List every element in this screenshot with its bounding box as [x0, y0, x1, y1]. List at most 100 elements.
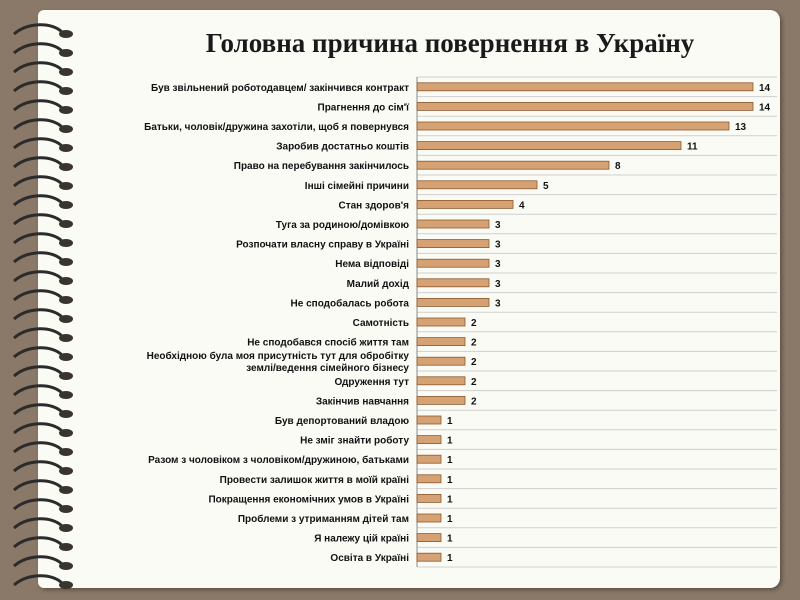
data-label: 3 [495, 298, 501, 309]
bar [416, 219, 490, 229]
bar [416, 102, 754, 111]
category-label: Був депортований владою [275, 416, 410, 427]
category-label: Одруження тут [335, 377, 410, 388]
category-label: Інші сімейні причини [305, 181, 409, 192]
data-label: 5 [543, 181, 549, 192]
category-label: Не зміг знайти роботу [300, 435, 409, 447]
data-label: 3 [495, 240, 501, 251]
category-label: Прагнення до сім'ї [318, 102, 410, 113]
bar [416, 356, 466, 366]
spiral-ring [13, 365, 73, 380]
bar [416, 121, 730, 131]
data-label: 1 [447, 475, 453, 486]
bar [416, 552, 442, 562]
spiral-ring [13, 23, 73, 38]
bar [416, 513, 442, 523]
data-label: 1 [447, 534, 453, 545]
spiral-ring [13, 251, 73, 266]
data-label: 1 [447, 416, 453, 427]
spiral-ring [13, 574, 73, 589]
category-label: Право на перебування закінчилось [234, 160, 409, 172]
category-label: Разом з чоловіком з чоловіком/дружиною, … [148, 454, 409, 466]
spiral-ring [13, 213, 73, 228]
bar [416, 376, 466, 386]
data-label: 1 [447, 494, 453, 505]
chart-title: Головна причина повернення в Україну [205, 28, 695, 58]
data-label: 14 [759, 102, 771, 113]
spiral-ring [13, 536, 73, 551]
data-label: 2 [471, 318, 477, 329]
bar [416, 454, 442, 464]
spiral-ring [13, 61, 73, 76]
bar [416, 435, 442, 445]
spiral-ring [13, 346, 73, 361]
category-label: Не сподобався спосіб життя там [247, 337, 409, 349]
spiral-ring [13, 194, 73, 209]
category-label: Покращення економічних умов в Україні [208, 494, 409, 505]
data-label: 4 [519, 200, 525, 211]
category-label: Малий дохід [347, 279, 410, 290]
data-label: 1 [447, 455, 453, 466]
spiral-ring [13, 384, 73, 399]
data-label: 11 [687, 142, 698, 153]
bar [416, 258, 490, 268]
spiral-ring [13, 441, 73, 456]
category-label: Був звільнений роботодавцем/ закінчився … [151, 82, 409, 94]
data-label: 2 [471, 396, 477, 407]
bar [416, 533, 442, 542]
data-label: 1 [447, 514, 453, 525]
category-label: Закінчив навчання [316, 396, 409, 407]
category-label: Туга за родиною/домівкою [276, 220, 410, 231]
data-label: 1 [447, 553, 453, 564]
category-label: Розпочати власну справу в Україні [236, 240, 409, 251]
bar [416, 180, 538, 190]
bar [416, 239, 490, 249]
spiral-ring [13, 137, 73, 152]
spiral-ring [13, 498, 73, 513]
spiral-ring [13, 232, 73, 247]
spiral-ring [13, 289, 73, 304]
bar [416, 493, 442, 503]
spiral-ring [13, 479, 73, 494]
category-label: Проблеми з утриманням дітей там [238, 513, 409, 525]
spiral-ring [13, 555, 73, 570]
category-label: Освіта в Україні [330, 553, 409, 564]
data-label: 3 [495, 220, 501, 231]
category-label: Батьки, чоловік/дружина захотіли, щоб я … [144, 121, 409, 133]
spiral-ring [13, 308, 73, 323]
bar [416, 297, 490, 307]
spiral-ring [13, 175, 73, 190]
data-label: 2 [471, 338, 477, 349]
category-label: Необхідною була моя присутність тут для … [147, 350, 410, 374]
bar [416, 160, 610, 170]
category-label: Провести залишок життя в моїй країні [220, 475, 410, 486]
bar [416, 415, 442, 425]
bar [416, 337, 466, 347]
bar [416, 474, 442, 484]
data-label: 14 [759, 83, 771, 94]
bar [416, 317, 466, 327]
category-label: Нема відповіді [335, 259, 409, 270]
spiral-ring [13, 327, 73, 342]
category-label: Самотність [353, 318, 409, 329]
bar [416, 141, 682, 151]
bar [416, 278, 490, 288]
bar [416, 199, 514, 209]
bar [416, 395, 466, 405]
data-label: 2 [471, 357, 477, 368]
data-label: 3 [495, 279, 501, 290]
spiral-ring [13, 80, 73, 95]
spiral-ring [13, 42, 73, 57]
data-label: 13 [735, 122, 747, 133]
spiral-ring [13, 270, 73, 285]
category-label: Я належу цій країні [314, 534, 409, 545]
data-label: 2 [471, 377, 477, 388]
bar [416, 82, 754, 92]
category-label: Заробив достатньо коштів [276, 141, 409, 153]
category-label: Стан здоров'я [338, 200, 409, 211]
spiral-ring [13, 460, 73, 475]
spiral-ring [13, 99, 73, 114]
spiral-ring [13, 422, 73, 437]
data-label: 1 [447, 436, 453, 447]
